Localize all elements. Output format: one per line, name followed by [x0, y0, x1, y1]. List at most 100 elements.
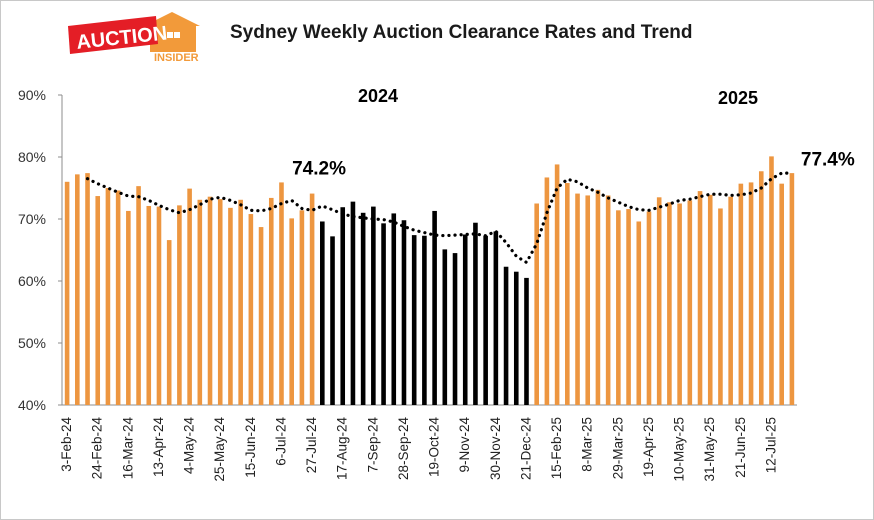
- x-tick-label: 17-Aug-24: [335, 417, 350, 481]
- bar: [187, 188, 192, 405]
- bar: [718, 208, 723, 405]
- bar: [156, 206, 162, 405]
- logo-banner: [68, 16, 158, 54]
- bar: [667, 202, 672, 405]
- x-tick-label: 19-Apr-25: [641, 417, 656, 477]
- bar: [769, 156, 774, 405]
- bar: [360, 212, 366, 405]
- bar: [136, 186, 141, 405]
- bar: [575, 193, 580, 405]
- bar: [758, 171, 764, 405]
- x-tick-label: 15-Feb-25: [549, 417, 564, 479]
- y-tick-label: 70%: [18, 211, 46, 227]
- bar: [64, 181, 70, 405]
- trend-series: [85, 171, 794, 265]
- bar: [299, 210, 305, 405]
- logo-house-icon: [144, 12, 200, 52]
- x-tick-label: 13-Apr-24: [151, 417, 166, 478]
- bar: [391, 213, 397, 405]
- bar: [748, 182, 754, 405]
- bar: [422, 235, 427, 405]
- bar: [217, 199, 223, 405]
- chart-title: Sydney Weekly Auction Clearance Rates an…: [230, 22, 693, 43]
- bar: [115, 190, 121, 405]
- bar: [330, 236, 335, 405]
- logo-sub: INSIDER: [154, 52, 199, 64]
- bar: [207, 196, 213, 405]
- x-tick-label: 28-Sep-24: [396, 417, 411, 481]
- y-tick-label: 60%: [18, 273, 46, 289]
- bar: [728, 196, 733, 405]
- bar: [371, 206, 376, 405]
- x-tick-label: 15-Jun-24: [243, 417, 258, 478]
- y-tick-label: 80%: [18, 149, 46, 165]
- bar: [462, 234, 468, 405]
- bar: [248, 214, 254, 405]
- x-tick-label: 3-Feb-24: [59, 417, 74, 472]
- bar: [707, 194, 713, 405]
- bar: [320, 221, 325, 405]
- bar: [166, 240, 172, 405]
- bar: [350, 201, 356, 405]
- axes: 40% 50% 60% 70% 80% 90%: [18, 87, 797, 413]
- bar: [268, 197, 274, 405]
- bar: [228, 207, 233, 405]
- bar: [513, 271, 519, 405]
- x-tick-label: 9-Nov-24: [457, 417, 472, 473]
- y-tick-label: 90%: [18, 87, 46, 103]
- x-tick-label: 21-Jun-25: [733, 417, 748, 478]
- x-tick-label: 12-Jul-25: [763, 417, 778, 473]
- bar: [381, 223, 386, 405]
- x-tick-label: 31-May-25: [702, 417, 717, 482]
- annotation-label: 74.2%: [292, 158, 346, 179]
- x-tick-label: 29-Mar-25: [610, 417, 625, 479]
- bar: [411, 235, 417, 405]
- bar: [646, 211, 652, 405]
- x-tick-label: 8-Mar-25: [580, 417, 595, 472]
- bar: [401, 220, 407, 405]
- bar: [738, 183, 744, 405]
- bar: [626, 209, 631, 405]
- x-tick-label: 16-Mar-24: [120, 417, 135, 480]
- bar: [279, 182, 284, 405]
- bar: [473, 222, 478, 405]
- x-tick-label: 25-May-24: [212, 417, 227, 482]
- bar: [677, 203, 682, 405]
- y-tick-label: 40%: [18, 397, 46, 413]
- bar: [595, 189, 601, 405]
- bar: [697, 191, 703, 405]
- auction-insider-logo: AUCTION INSIDER: [68, 12, 200, 64]
- bar: [146, 205, 152, 405]
- x-tick-label: 24-Feb-24: [90, 417, 105, 480]
- bar: [452, 253, 458, 405]
- bar: [340, 207, 346, 405]
- bar: [534, 203, 539, 405]
- bar: [177, 205, 182, 405]
- bar: [524, 277, 529, 405]
- bar: [126, 210, 131, 405]
- x-tick-label: 27-Jul-24: [304, 417, 319, 474]
- trend-line: [85, 171, 794, 265]
- bar: [309, 193, 315, 405]
- x-tick-label: 4-May-24: [182, 417, 197, 475]
- bar: [503, 266, 509, 405]
- bar: [687, 200, 693, 405]
- x-tick-label: 21-Dec-24: [518, 417, 533, 481]
- x-tick-label: 19-Oct-24: [427, 417, 442, 478]
- bar: [779, 183, 784, 405]
- y-tick-label: 50%: [18, 335, 46, 351]
- annotation-label: 77.4%: [801, 150, 855, 171]
- x-tick-label: 10-May-25: [672, 417, 687, 482]
- bar: [432, 210, 437, 405]
- bar: [75, 174, 80, 405]
- bar: [95, 196, 101, 405]
- bar: [656, 197, 662, 405]
- bar: [483, 235, 488, 405]
- bars: [64, 156, 795, 405]
- bar: [636, 221, 642, 405]
- bar: [616, 210, 621, 405]
- year-label-2024: 2024: [358, 86, 398, 106]
- x-tick-label: 6-Jul-24: [273, 417, 288, 466]
- bar: [289, 218, 294, 405]
